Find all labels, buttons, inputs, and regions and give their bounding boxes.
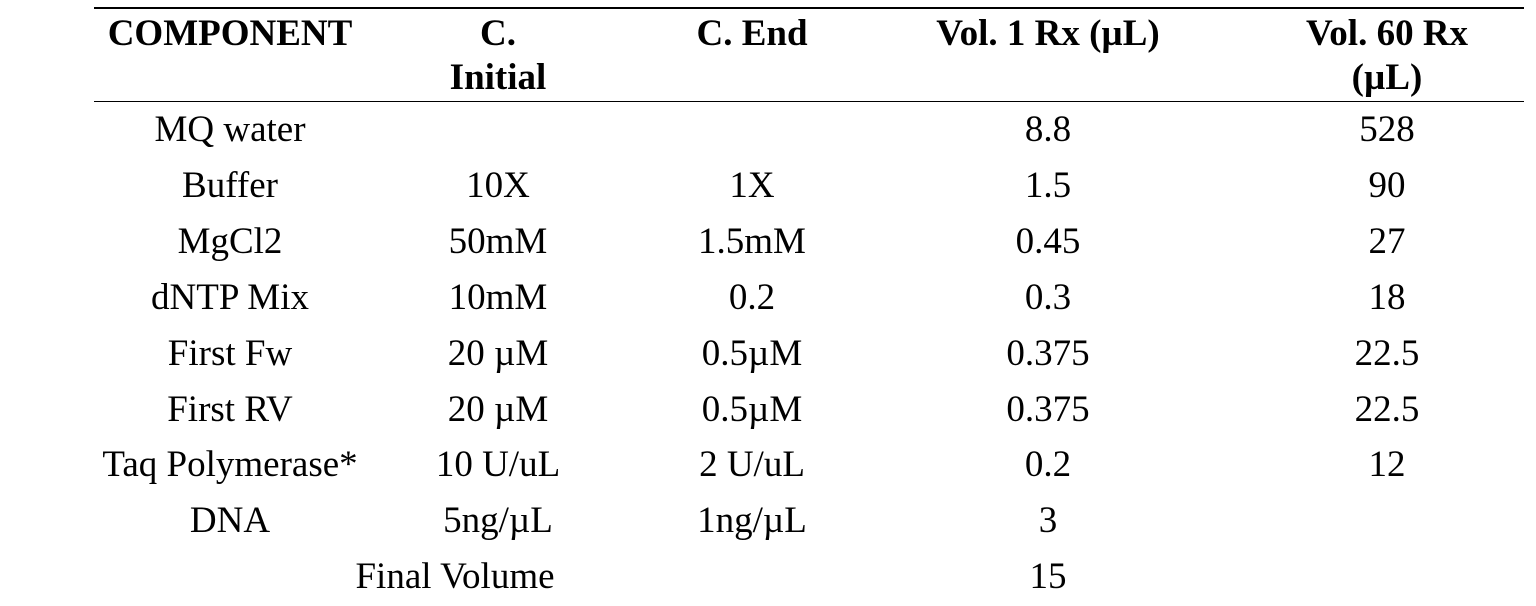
- cell-vol-60-rx: 27: [1368, 221, 1406, 262]
- header-c-initial-line1: C.: [480, 13, 516, 54]
- cell-component: First RV: [167, 389, 293, 430]
- cell-c-initial: 10X: [466, 165, 530, 206]
- cell-component: dNTP Mix: [151, 277, 309, 318]
- cell-vol-1-rx: 0.2: [1024, 444, 1072, 485]
- header-vol-1-rx: Vol. 1 Rx (µL): [936, 13, 1160, 54]
- cell-vol-60-rx: 90: [1368, 165, 1406, 206]
- cell-component: Buffer: [182, 165, 278, 206]
- cell-c-initial: 20 µM: [447, 389, 549, 430]
- header-vol-60-rx-line1: Vol. 60 Rx: [1305, 13, 1469, 54]
- cell-vol-60-rx: 12: [1368, 444, 1406, 485]
- cell-component: MgCl2: [177, 221, 283, 262]
- cell-c-end: 0.2: [728, 277, 776, 318]
- cell-vol-60-rx: 22.5: [1354, 389, 1420, 430]
- cell-component: MQ water: [154, 109, 306, 150]
- cell-vol-1-rx: 0.375: [1006, 333, 1090, 374]
- final-volume-label: Final Volume: [355, 556, 555, 597]
- cell-component: First Fw: [167, 333, 293, 374]
- cell-c-initial: 20 µM: [447, 333, 549, 374]
- cell-vol-60-rx: 22.5: [1354, 333, 1420, 374]
- cell-c-initial: 10mM: [448, 277, 548, 318]
- cell-vol-1-rx: 0.3: [1024, 277, 1072, 318]
- header-bottom-rule: [94, 101, 1524, 102]
- cell-component: DNA: [189, 500, 271, 541]
- header-component: COMPONENT: [107, 13, 353, 54]
- final-volume-value: 15: [1029, 556, 1067, 597]
- header-c-initial-line2: Initial: [449, 57, 547, 98]
- cell-c-end: 0.5µM: [701, 389, 803, 430]
- cell-vol-1-rx: 8.8: [1024, 109, 1072, 150]
- cell-c-end: 2 U/uL: [699, 444, 805, 485]
- cell-vol-60-rx: 528: [1359, 109, 1415, 150]
- cell-vol-1-rx: 1.5: [1024, 165, 1072, 206]
- header-c-end: C. End: [696, 13, 808, 54]
- cell-c-initial: 10 U/uL: [435, 444, 561, 485]
- header-vol-60-rx-line2: (µL): [1351, 57, 1423, 98]
- cell-vol-60-rx: 18: [1368, 277, 1406, 318]
- cell-c-initial: 5ng/µL: [443, 500, 553, 541]
- table-top-rule: [94, 7, 1524, 9]
- cell-c-end: 1.5mM: [698, 221, 806, 262]
- cell-vol-1-rx: 0.45: [1015, 221, 1081, 262]
- cell-component: Taq Polymerase*: [102, 444, 358, 485]
- cell-c-initial: 50mM: [448, 221, 548, 262]
- cell-vol-1-rx: 0.375: [1006, 389, 1090, 430]
- cell-c-end: 1X: [729, 165, 775, 206]
- cell-c-end: 0.5µM: [701, 333, 803, 374]
- cell-c-end: 1ng/µL: [697, 500, 807, 541]
- cell-vol-1-rx: 3: [1038, 500, 1058, 541]
